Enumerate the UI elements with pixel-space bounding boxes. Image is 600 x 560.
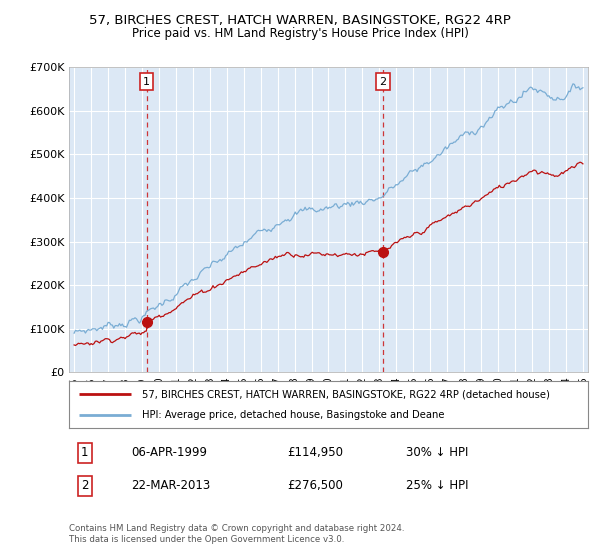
Text: 30% ↓ HPI: 30% ↓ HPI xyxy=(406,446,469,459)
Text: 22-MAR-2013: 22-MAR-2013 xyxy=(131,479,211,492)
Text: 2: 2 xyxy=(81,479,88,492)
Text: £276,500: £276,500 xyxy=(287,479,343,492)
Text: 57, BIRCHES CREST, HATCH WARREN, BASINGSTOKE, RG22 4RP (detached house): 57, BIRCHES CREST, HATCH WARREN, BASINGS… xyxy=(142,389,550,399)
Text: 1: 1 xyxy=(143,77,150,87)
Text: £114,950: £114,950 xyxy=(287,446,343,459)
Text: Contains HM Land Registry data © Crown copyright and database right 2024.
This d: Contains HM Land Registry data © Crown c… xyxy=(69,524,404,544)
Text: 57, BIRCHES CREST, HATCH WARREN, BASINGSTOKE, RG22 4RP: 57, BIRCHES CREST, HATCH WARREN, BASINGS… xyxy=(89,14,511,27)
Text: 2: 2 xyxy=(380,77,386,87)
Text: Price paid vs. HM Land Registry's House Price Index (HPI): Price paid vs. HM Land Registry's House … xyxy=(131,27,469,40)
Text: 06-APR-1999: 06-APR-1999 xyxy=(131,446,207,459)
Text: 25% ↓ HPI: 25% ↓ HPI xyxy=(406,479,469,492)
Text: HPI: Average price, detached house, Basingstoke and Deane: HPI: Average price, detached house, Basi… xyxy=(142,410,444,420)
Text: 1: 1 xyxy=(81,446,88,459)
